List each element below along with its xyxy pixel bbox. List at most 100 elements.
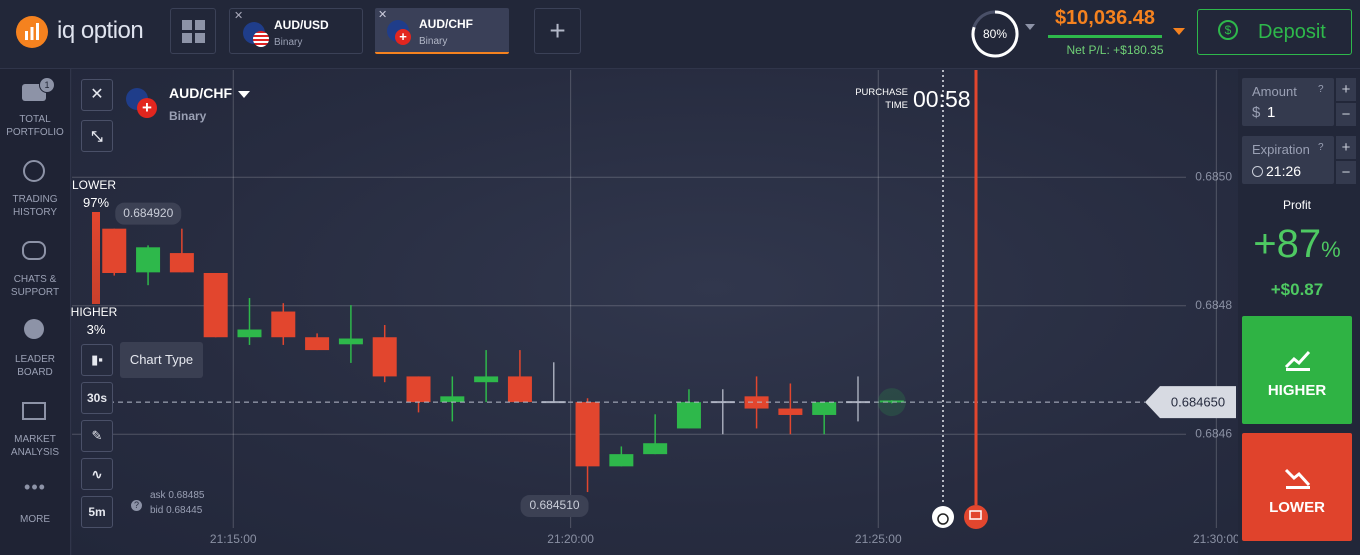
caret[interactable] bbox=[238, 91, 250, 98]
close-tab[interactable]: ✕ bbox=[378, 9, 388, 21]
amount: 1 bbox=[1267, 104, 1276, 121]
y-tick-label: 0.6846 bbox=[1195, 426, 1232, 440]
risk-gauge bbox=[971, 10, 1019, 58]
higher-percent: 3% bbox=[86, 322, 106, 337]
asset-tab-active[interactable]: ✕ + AUD/CHF Binary bbox=[375, 8, 509, 54]
candle-body bbox=[271, 311, 296, 338]
profit-unit: % bbox=[1321, 237, 1341, 262]
expiration: 21:26 bbox=[1266, 163, 1302, 179]
sidebar-label: MORE bbox=[20, 514, 50, 525]
lower-label: LOWER bbox=[1269, 499, 1325, 516]
sidebar-item[interactable]: ••• MORE bbox=[0, 469, 70, 539]
caret[interactable] bbox=[1173, 28, 1185, 35]
sidebar-label: CHATS & bbox=[13, 274, 57, 285]
candle-body bbox=[169, 253, 194, 273]
risk-value: 80% bbox=[982, 27, 1008, 41]
low-tag-label: 0.684510 bbox=[530, 498, 580, 512]
balance[interactable]: $10,036.48 bbox=[1054, 7, 1156, 29]
logo-text: iq option bbox=[57, 17, 144, 44]
timer-value: 00:58 bbox=[913, 86, 971, 112]
analysis-icon bbox=[22, 402, 46, 420]
candle-body bbox=[507, 376, 532, 403]
profit-amount: +$0.87 bbox=[1270, 280, 1324, 299]
bid: bid 0.68445 bbox=[150, 505, 203, 516]
more-icon: ••• bbox=[24, 477, 46, 497]
add-tab[interactable]: + bbox=[534, 8, 581, 54]
increase-button[interactable]: + bbox=[1336, 136, 1356, 159]
clock-icon bbox=[1252, 166, 1263, 177]
sidebar-item[interactable]: TRADING HISTORY bbox=[0, 149, 70, 229]
caret[interactable] bbox=[1025, 24, 1035, 30]
stopwatch-face bbox=[937, 513, 949, 525]
draw-button[interactable]: ✎ bbox=[81, 420, 113, 452]
sidebar-label: ANALYSIS bbox=[10, 447, 60, 458]
close-tab[interactable]: ✕ bbox=[234, 10, 244, 22]
tab-type: Binary bbox=[274, 37, 303, 48]
decrease-button[interactable]: − bbox=[1336, 161, 1356, 184]
x-tick-label: 21:25:00 bbox=[855, 532, 902, 546]
sidebar-label: MARKET bbox=[14, 434, 56, 445]
low-tag bbox=[520, 495, 589, 518]
asset-tab[interactable]: ✕ AUD/USD Binary bbox=[229, 8, 363, 54]
close-chart[interactable]: ✕ bbox=[81, 79, 113, 111]
deposit-button[interactable]: $ Deposit bbox=[1197, 9, 1352, 55]
finish-icon bbox=[964, 505, 988, 529]
zoom-button[interactable]: 5m bbox=[81, 496, 113, 528]
sidebar-item[interactable]: CHATS & SUPPORT bbox=[0, 229, 70, 309]
candle-body bbox=[778, 408, 803, 415]
sidebar: 1 TOTAL PORTFOLIO TRADING HISTORY CHATS … bbox=[0, 69, 71, 555]
high-tag bbox=[115, 202, 182, 225]
profit-label: Profit bbox=[1282, 198, 1311, 212]
sidebar-label: SUPPORT bbox=[10, 287, 60, 298]
sidebar-label: PORTFOLIO bbox=[6, 127, 64, 138]
sentiment-bar bbox=[92, 212, 100, 304]
decrease-button[interactable]: − bbox=[1336, 103, 1356, 126]
deposit-label: Deposit bbox=[1258, 21, 1326, 43]
flag: + bbox=[137, 98, 157, 118]
info-icon: ? bbox=[1318, 84, 1324, 95]
timer-label: PURCHASE bbox=[855, 87, 908, 98]
candle-body bbox=[575, 402, 600, 467]
increase-button[interactable]: + bbox=[1336, 78, 1356, 101]
higher-button[interactable]: HIGHER bbox=[1242, 316, 1352, 424]
period-button[interactable]: 30s bbox=[81, 382, 113, 414]
layout-button[interactable] bbox=[170, 8, 216, 54]
profit-percent: +87% bbox=[1242, 222, 1352, 267]
indicators-button[interactable]: ∿ bbox=[81, 458, 113, 490]
amount-input[interactable]: Amount $ 1 ? bbox=[1242, 78, 1334, 126]
flag bbox=[253, 31, 269, 47]
help-icon[interactable]: ? bbox=[131, 500, 142, 511]
candle-body bbox=[812, 402, 837, 415]
candle-body bbox=[643, 443, 668, 455]
y-tick-label: 0.6848 bbox=[1195, 298, 1232, 312]
higher-icon bbox=[1284, 350, 1311, 371]
deposit-icon: $ bbox=[1218, 20, 1238, 40]
lower-button[interactable]: LOWER bbox=[1242, 433, 1352, 541]
stopwatch-icon bbox=[932, 506, 954, 528]
chart-background bbox=[72, 69, 1238, 555]
info-icon: ? bbox=[1318, 142, 1324, 153]
chart-type-button[interactable]: ▮▪ bbox=[81, 344, 113, 376]
collapse-chart[interactable]: ⤡ bbox=[81, 120, 113, 152]
candle-body bbox=[406, 376, 431, 403]
profit-value: +87 bbox=[1253, 222, 1322, 266]
leader-icon bbox=[24, 319, 44, 339]
candle-body bbox=[474, 376, 499, 383]
candle-body bbox=[676, 402, 701, 429]
badge: 1 bbox=[39, 77, 55, 93]
higher-label: HIGHER bbox=[1267, 382, 1327, 399]
top-bar: iq option ✕ AUD/USD Binary ✕ + AUD/CHF B… bbox=[0, 0, 1360, 69]
sidebar-item[interactable]: 1 TOTAL PORTFOLIO bbox=[0, 69, 70, 149]
candle-body bbox=[372, 337, 397, 377]
sidebar-label: TRADING bbox=[12, 194, 58, 205]
expiration-input[interactable]: Expiration 21:26 ? bbox=[1242, 136, 1334, 184]
sidebar-item[interactable]: MARKET ANALYSIS bbox=[0, 389, 70, 469]
sidebar-item[interactable]: LEADER BOARD bbox=[0, 309, 70, 389]
balance-bar bbox=[1048, 35, 1162, 38]
x-tick-label: 21:15:00 bbox=[210, 532, 257, 546]
sidebar-label: BOARD bbox=[17, 367, 53, 378]
asset-pair[interactable]: AUD/CHF bbox=[169, 85, 232, 101]
